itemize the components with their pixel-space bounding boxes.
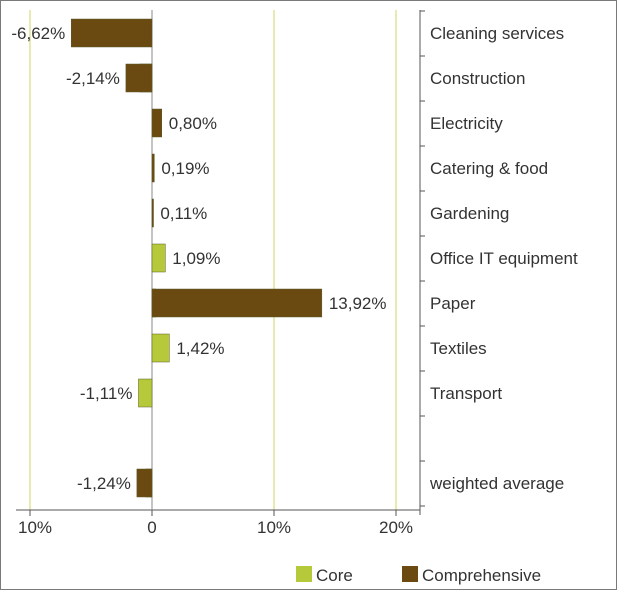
- data-label: -1,11%: [80, 384, 133, 403]
- data-label: 0,80%: [169, 114, 217, 133]
- category-label: Electricity: [430, 114, 503, 133]
- data-label: 0,19%: [161, 159, 209, 178]
- category-label: Catering & food: [430, 159, 548, 178]
- legend-swatch-comprehensive: [402, 566, 418, 582]
- bar-comprehensive: [125, 63, 153, 93]
- x-tick-label: 0: [147, 518, 156, 537]
- category-labels: Cleaning services Construction Electricity…: [429, 24, 578, 493]
- category-label: Office IT equipment: [430, 249, 578, 268]
- data-label: 1,09%: [172, 249, 220, 268]
- bar-comprehensive: [151, 108, 163, 138]
- bar-comprehensive: [151, 198, 154, 228]
- data-label: 13,92%: [329, 294, 387, 313]
- x-tick-label: 10%: [18, 518, 52, 537]
- legend-label-comprehensive: Comprehensive: [422, 566, 541, 585]
- bar-comprehensive: [151, 153, 155, 183]
- bar-comprehensive: [136, 468, 153, 498]
- data-label: 0,11%: [160, 204, 207, 223]
- data-label: -2,14%: [66, 69, 120, 88]
- bars: [70, 18, 323, 498]
- x-tick-label: 20%: [379, 518, 413, 537]
- category-label: Cleaning services: [430, 24, 564, 43]
- bar-core: [138, 378, 153, 408]
- bar-core: [151, 333, 170, 363]
- data-label: -1,24%: [77, 474, 131, 493]
- category-label: Gardening: [430, 204, 509, 223]
- category-label: weighted average: [429, 474, 564, 493]
- category-label: Paper: [430, 294, 476, 313]
- data-label: 1,42%: [176, 339, 224, 358]
- data-labels: -6,62% -2,14% 0,80% 0,19% 0,11% 1,09% 13,92% 1,…: [11, 24, 386, 493]
- x-tick-label: 10%: [257, 518, 291, 537]
- bar-comprehensive: [151, 288, 323, 318]
- legend-swatch-core: [296, 566, 312, 582]
- legend-label-core: Core: [316, 566, 353, 585]
- legend: Core Comprehensive: [296, 566, 541, 585]
- category-label: Construction: [430, 69, 525, 88]
- category-label: Textiles: [430, 339, 487, 358]
- category-label: Transport: [430, 384, 502, 403]
- bar-core: [151, 243, 166, 273]
- bar-comprehensive: [70, 18, 153, 48]
- x-tick-labels: 10% 0 10% 20%: [18, 518, 413, 537]
- grid-lines: [29, 10, 397, 510]
- data-label: -6,62%: [11, 24, 65, 43]
